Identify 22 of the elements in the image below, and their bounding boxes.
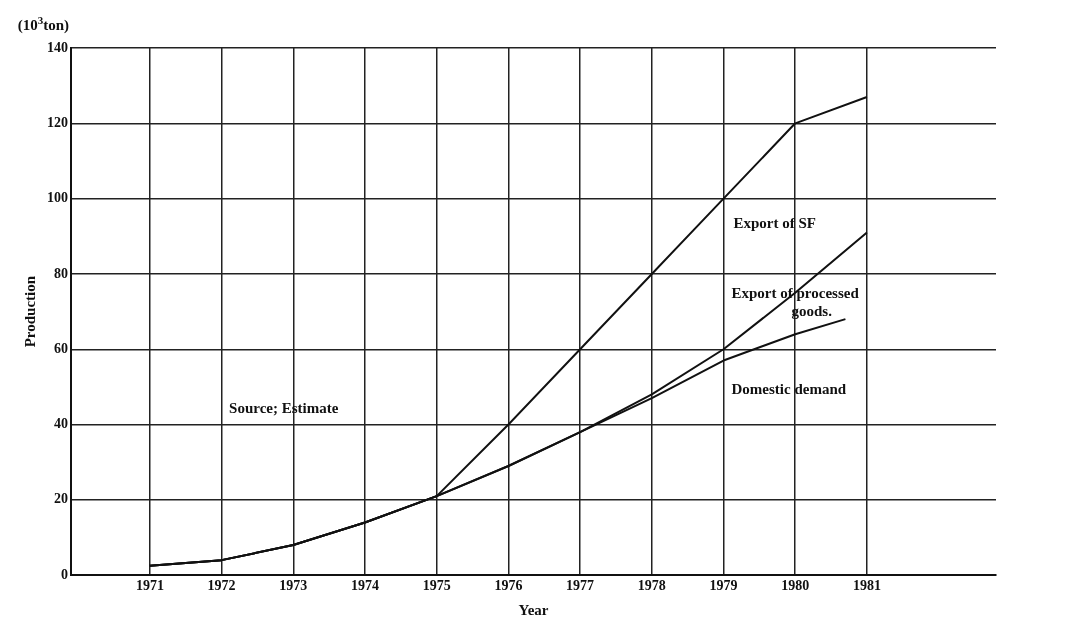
x-tick-label: 1981: [852, 578, 881, 594]
y-tick-label: 140: [47, 39, 68, 55]
y-axis-title: Production: [21, 275, 38, 348]
y-tick-label: 60: [54, 340, 68, 356]
x-tick-label: 1973: [279, 578, 308, 594]
x-tick-label: 1975: [422, 578, 451, 594]
x-tick-label: 1980: [781, 578, 810, 594]
series-label: Domestic demand: [731, 381, 847, 398]
x-tick-label: 1976: [494, 578, 523, 594]
y-tick-label: 20: [54, 491, 68, 507]
x-tick-label: 1979: [709, 578, 738, 594]
x-tick-label: 1978: [637, 578, 666, 594]
y-tick-label: 120: [47, 114, 68, 130]
x-axis-title: Year: [518, 601, 549, 618]
x-tick-label: 1972: [207, 578, 236, 594]
y-tick-label: 100: [47, 190, 68, 206]
x-tick-label: 1977: [566, 578, 595, 594]
y-tick-label: 0: [61, 566, 68, 582]
y-tick-label: 40: [54, 416, 68, 432]
x-tick-label: 1974: [350, 578, 379, 594]
x-tick-label: 1971: [135, 578, 164, 594]
y-tick-label: 80: [54, 265, 68, 281]
